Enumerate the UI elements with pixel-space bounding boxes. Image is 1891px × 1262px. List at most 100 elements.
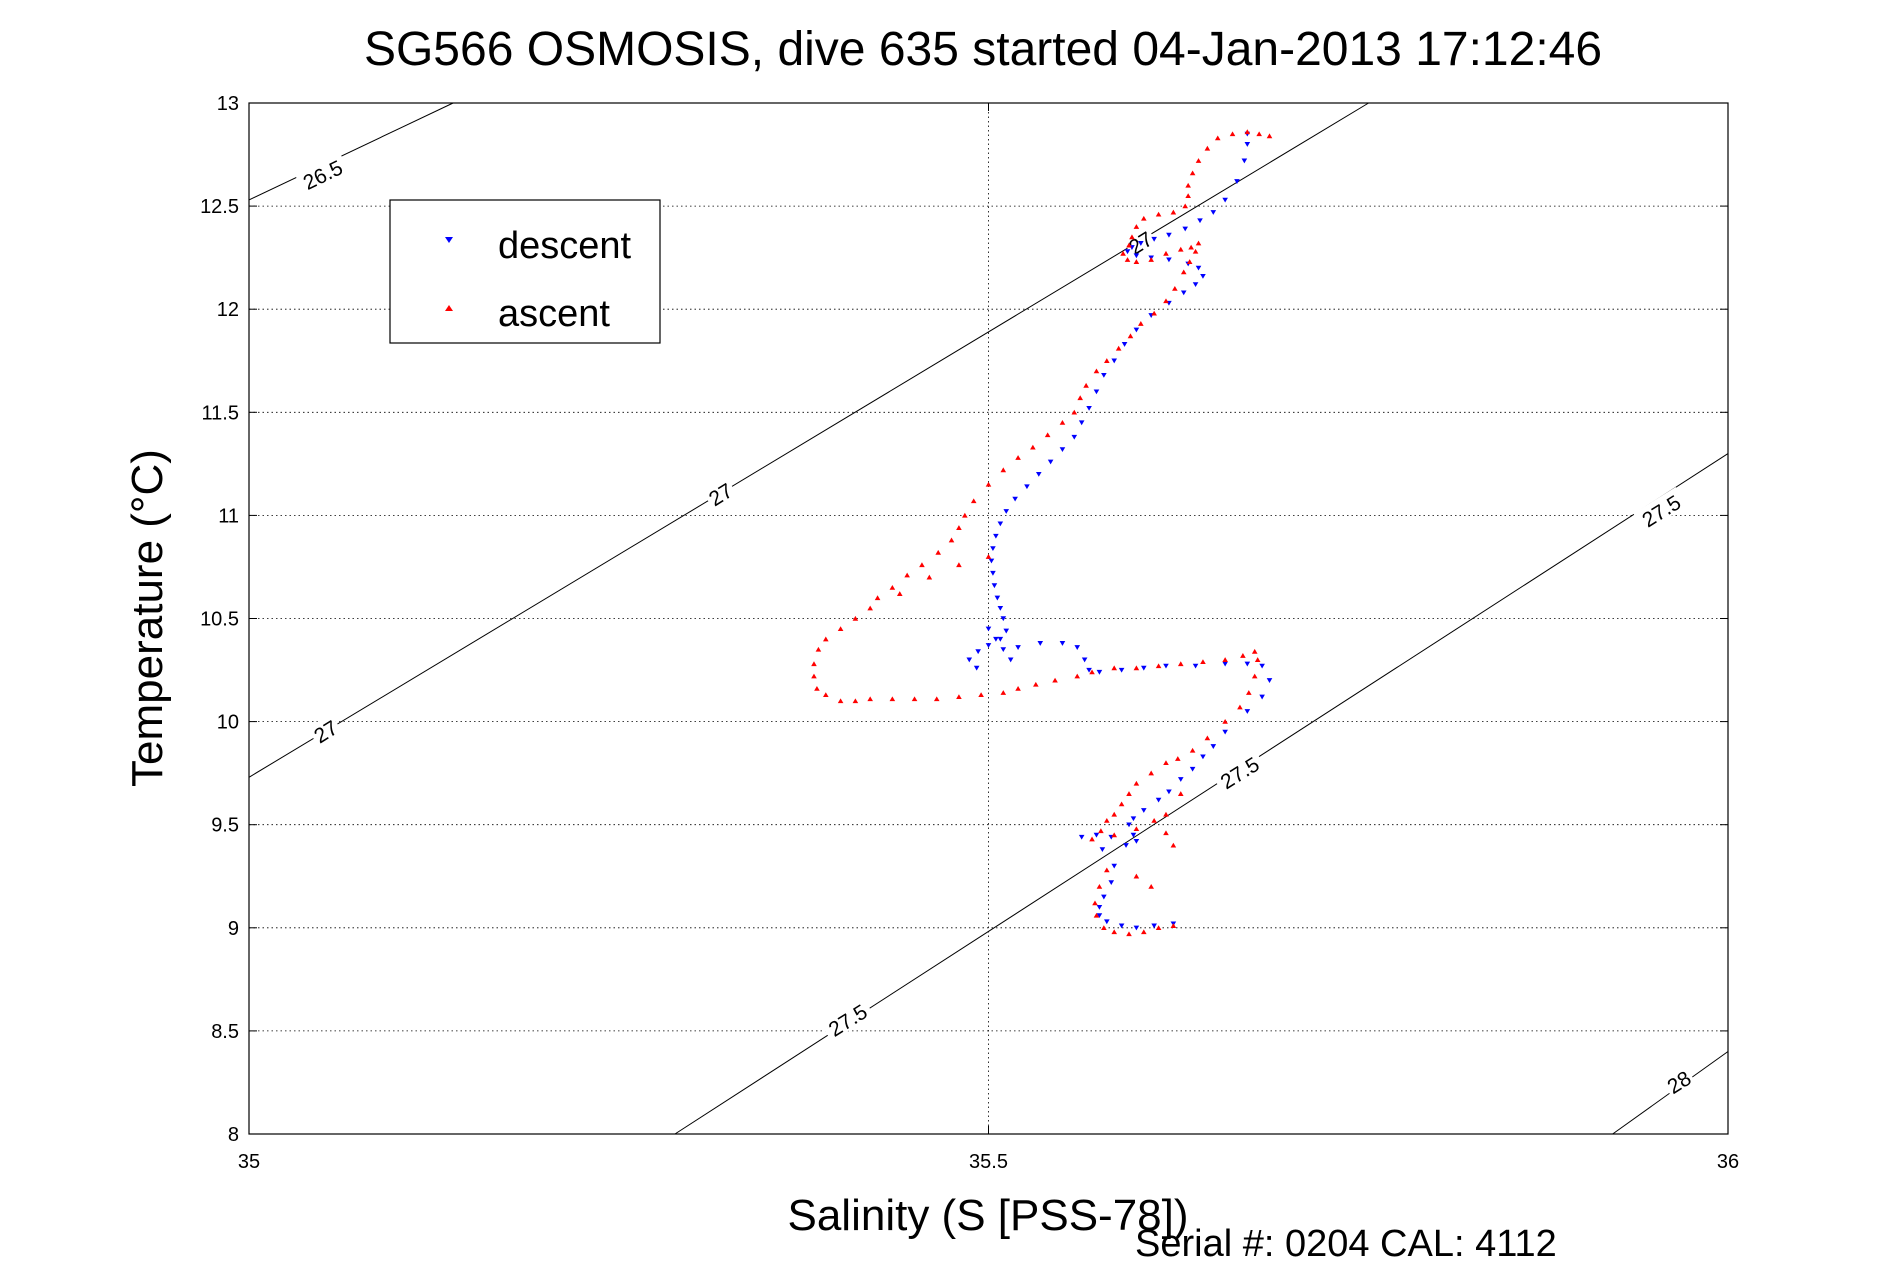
ascent-point bbox=[1133, 873, 1140, 879]
ascent-point bbox=[1101, 925, 1107, 930]
descent-point bbox=[990, 570, 996, 576]
ascent-point bbox=[811, 673, 817, 679]
chart-title: SG566 OSMOSIS, dive 635 started 04-Jan-2… bbox=[364, 23, 1602, 76]
ascent-point bbox=[1104, 817, 1110, 823]
descent-point bbox=[1086, 667, 1092, 673]
ascent-point bbox=[867, 696, 873, 702]
descent-point bbox=[1101, 372, 1107, 378]
ascent-point bbox=[1104, 358, 1110, 363]
descent-point bbox=[1189, 766, 1196, 772]
ascent-point bbox=[1214, 135, 1221, 141]
descent-point bbox=[1166, 789, 1172, 795]
descent-point bbox=[1007, 657, 1014, 663]
ascent-point bbox=[1133, 224, 1140, 229]
ascent-point bbox=[1182, 203, 1189, 209]
descent-point bbox=[1133, 253, 1140, 259]
ascent-point bbox=[1222, 657, 1228, 662]
descent-point bbox=[1104, 919, 1110, 925]
ascent-point bbox=[1177, 661, 1184, 667]
descent-point bbox=[1195, 265, 1202, 271]
isopycnal-label-halo bbox=[1660, 1064, 1696, 1098]
descent-point bbox=[1035, 471, 1042, 477]
descent-point bbox=[1140, 665, 1147, 671]
ascent-point bbox=[1240, 653, 1246, 658]
ascent-point bbox=[985, 554, 992, 559]
ascent-point bbox=[1126, 931, 1132, 937]
ascent-point bbox=[1074, 673, 1081, 679]
descent-point bbox=[1101, 894, 1107, 900]
legend-marker-ascent bbox=[445, 305, 453, 311]
descent-point bbox=[1192, 282, 1199, 288]
isopycnal-label-halo bbox=[1633, 487, 1688, 533]
descent-point bbox=[1071, 434, 1078, 440]
descent-point bbox=[988, 558, 995, 564]
ascent-point bbox=[1163, 250, 1169, 256]
isopycnal-label: 27.5 bbox=[1633, 487, 1688, 533]
ascent-point bbox=[1118, 801, 1125, 807]
ascent-point bbox=[1251, 673, 1258, 679]
ascent-point bbox=[1148, 257, 1154, 262]
isopycnal-label-text: 27 bbox=[310, 716, 342, 748]
ascent-point bbox=[1192, 248, 1199, 254]
ascent-point bbox=[956, 694, 962, 700]
ascent-point bbox=[1186, 259, 1193, 264]
descent-point bbox=[1138, 241, 1144, 246]
descent-point bbox=[1118, 923, 1125, 929]
ascent-point bbox=[889, 696, 896, 702]
ascent-point bbox=[985, 481, 992, 487]
descent-point bbox=[991, 583, 998, 589]
descent-point bbox=[1259, 694, 1265, 700]
ascent-point bbox=[1254, 657, 1261, 662]
serial-cal-footer: Serial #: 0204 CAL: 4112 bbox=[1135, 1223, 1557, 1262]
descent-point bbox=[1074, 645, 1081, 650]
ascent-point bbox=[978, 692, 984, 697]
ascent-point bbox=[970, 498, 977, 504]
ascent-point bbox=[904, 572, 910, 578]
descent-point bbox=[1151, 923, 1157, 929]
ascent-point bbox=[823, 636, 829, 642]
ascent-point bbox=[933, 696, 940, 702]
legend-label-descent: descent bbox=[498, 225, 632, 267]
descent-point bbox=[1024, 484, 1030, 490]
x-tick-label: 35 bbox=[238, 1151, 260, 1173]
ascent-point bbox=[814, 686, 820, 691]
descent-point bbox=[1078, 420, 1085, 426]
ascent-point bbox=[852, 615, 859, 621]
ascent-point bbox=[1071, 409, 1078, 415]
ascent-point bbox=[1124, 257, 1131, 262]
isopycnal-label-text: 27 bbox=[705, 479, 737, 511]
ascent-point bbox=[1163, 830, 1169, 836]
isopycnal-label: 27 bbox=[307, 713, 343, 748]
isopycnal-label-halo bbox=[702, 476, 738, 510]
legend-box bbox=[389, 199, 661, 344]
ascent-point bbox=[837, 626, 844, 632]
descent-point bbox=[1197, 218, 1203, 224]
descent-point bbox=[1003, 509, 1010, 514]
ascent-point bbox=[1151, 817, 1157, 823]
ascent-point bbox=[935, 549, 942, 555]
descent-point bbox=[1111, 863, 1118, 869]
ascent-point bbox=[1015, 686, 1021, 691]
legend-label-ascent: ascent bbox=[498, 293, 610, 335]
isopycnal-label: 27.5 bbox=[819, 996, 874, 1042]
ascent-point bbox=[1177, 791, 1184, 796]
descent-point bbox=[1059, 641, 1066, 646]
y-tick-label: 9 bbox=[228, 918, 239, 940]
isopycnal-label: 26.5 bbox=[294, 152, 350, 195]
descent-point bbox=[975, 649, 981, 655]
descent-point bbox=[1259, 663, 1265, 669]
descent-point bbox=[1140, 808, 1147, 813]
isopycnal-line-26-5 bbox=[248, 102, 454, 201]
ascent-point bbox=[1126, 791, 1132, 796]
ascent-point bbox=[1111, 929, 1118, 935]
ascent-point bbox=[815, 646, 822, 652]
ascent-point bbox=[1133, 780, 1140, 786]
descent-point bbox=[1166, 232, 1172, 238]
data-points bbox=[811, 129, 1273, 937]
ascent-point bbox=[1246, 690, 1252, 695]
ascent-point bbox=[1044, 432, 1051, 438]
ascent-point bbox=[1155, 925, 1162, 930]
ascent-point bbox=[1138, 321, 1144, 326]
ascent-point bbox=[1093, 912, 1100, 918]
descent-point bbox=[1003, 628, 1010, 634]
